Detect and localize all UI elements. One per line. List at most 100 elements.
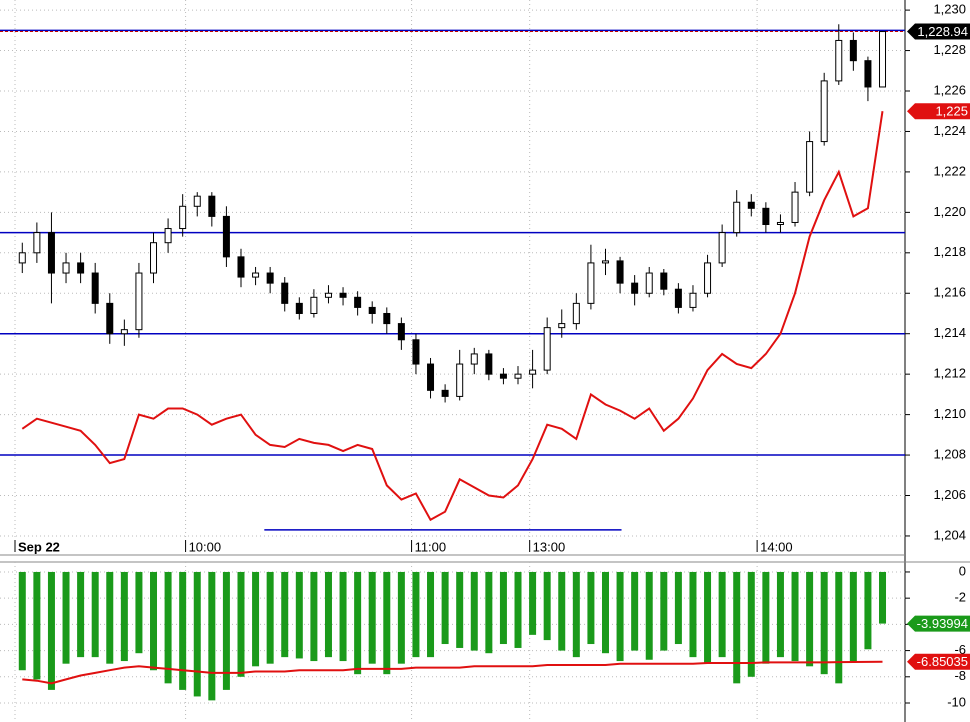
- candle-body: [689, 292, 697, 308]
- candle-body: [91, 272, 99, 304]
- y-tick-label: 0: [959, 563, 966, 578]
- bar: [631, 571, 639, 651]
- bar: [689, 571, 697, 658]
- bar: [281, 571, 289, 658]
- candle-body: [164, 228, 172, 244]
- bar: [485, 571, 493, 654]
- candle-body: [106, 302, 114, 335]
- y-tick-label: 1,204: [933, 527, 966, 542]
- candle-body: [120, 329, 128, 335]
- candle-body: [470, 353, 478, 365]
- value-tag-label: 1,228.94: [917, 24, 968, 39]
- y-tick-label: 1,214: [933, 325, 966, 340]
- candle-body: [704, 262, 712, 294]
- candle-body: [427, 363, 435, 391]
- bar: [718, 571, 726, 658]
- line: [21, 111, 884, 522]
- value-tag-label: -3.93994: [917, 616, 968, 631]
- bar: [77, 571, 85, 658]
- candle-body: [324, 292, 332, 298]
- candle-body: [864, 60, 872, 88]
- bar: [704, 571, 712, 664]
- candle-body: [776, 221, 784, 225]
- bar: [558, 571, 566, 651]
- bar: [499, 571, 507, 645]
- bar: [91, 571, 99, 658]
- bar: [456, 571, 464, 648]
- candle-body: [601, 260, 609, 264]
- bar: [33, 571, 41, 680]
- bar: [237, 571, 245, 677]
- candle-body: [412, 339, 420, 365]
- candle-body: [514, 373, 522, 379]
- candle-body: [558, 323, 566, 329]
- candle-body: [441, 389, 449, 397]
- x-tick-label: 14:00: [760, 539, 793, 554]
- candle-body: [281, 282, 289, 304]
- candle-body: [208, 195, 216, 217]
- y-tick-label: 1,226: [933, 82, 966, 97]
- candle-body: [383, 312, 391, 325]
- y-tick-label: -6: [954, 642, 966, 657]
- bar: [252, 571, 260, 667]
- bar: [835, 571, 843, 684]
- candle-body: [77, 262, 85, 274]
- candle-body: [33, 232, 41, 254]
- value-tag-label: -6.85035: [917, 654, 968, 669]
- bar: [62, 571, 70, 664]
- candle-body: [62, 262, 70, 274]
- y-tick-label: -2: [954, 590, 966, 605]
- bar: [295, 571, 303, 659]
- bar: [222, 571, 230, 690]
- candle-body: [806, 141, 814, 193]
- y-tick-label: 1,216: [933, 285, 966, 300]
- x-tick-label: Sep 22: [18, 539, 60, 554]
- bar: [106, 571, 114, 664]
- candle-body: [631, 282, 639, 294]
- bar: [339, 571, 347, 662]
- y-tick-label: 1,230: [933, 2, 966, 17]
- candle-body: [354, 296, 362, 308]
- candle-body: [310, 296, 318, 314]
- y-tick-label: 1,212: [933, 366, 966, 381]
- value-tag: [907, 103, 970, 120]
- candle-body: [18, 252, 26, 264]
- y-tick-label: 1,208: [933, 446, 966, 461]
- bar: [747, 571, 755, 677]
- bar: [674, 571, 682, 645]
- candle-body: [587, 262, 595, 304]
- value-tag: [907, 615, 970, 632]
- candle-body: [179, 205, 187, 230]
- bar: [733, 571, 741, 684]
- bar: [135, 571, 143, 654]
- candle-body: [616, 260, 624, 284]
- bar: [193, 571, 201, 697]
- bar: [397, 571, 405, 664]
- candle-body: [820, 80, 828, 143]
- candle-body: [47, 232, 55, 274]
- bar: [310, 571, 318, 662]
- bar: [368, 571, 376, 664]
- bar: [427, 571, 435, 658]
- candle-body: [879, 31, 887, 88]
- bar: [879, 571, 887, 624]
- y-tick-label: 1,206: [933, 487, 966, 502]
- bar: [616, 571, 624, 662]
- candle-body: [456, 363, 464, 397]
- bar: [776, 571, 784, 658]
- value-tag: [907, 653, 970, 670]
- bar: [806, 571, 814, 667]
- bar: [820, 571, 828, 675]
- bar: [514, 571, 522, 648]
- bar: [762, 571, 770, 664]
- candle-body: [135, 272, 143, 331]
- y-tick-label: -8: [954, 668, 966, 683]
- bar: [47, 571, 55, 690]
- bar: [529, 571, 537, 635]
- x-tick-label: 10:00: [189, 539, 222, 554]
- bar: [18, 571, 26, 671]
- bar: [572, 571, 580, 658]
- y-tick-label: 1,220: [933, 204, 966, 219]
- bar: [354, 571, 362, 675]
- value-tag: [907, 23, 970, 40]
